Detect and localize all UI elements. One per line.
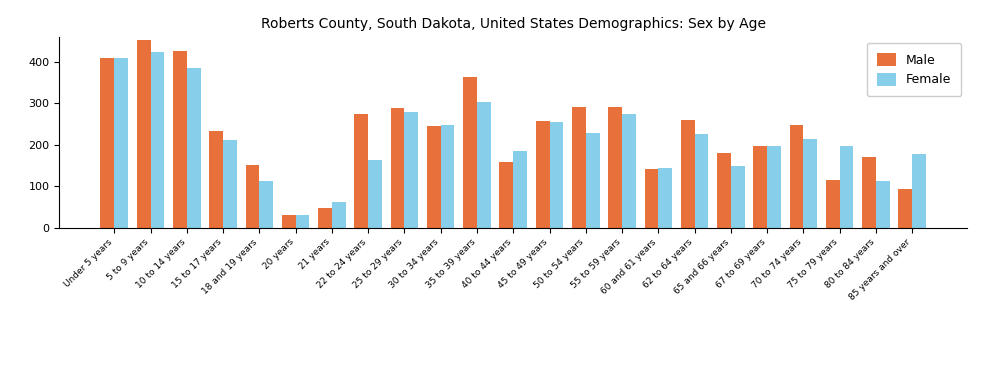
Bar — [462, 77, 476, 228]
Bar — [296, 215, 309, 228]
Bar — [875, 182, 888, 228]
Bar — [535, 121, 549, 228]
Bar — [476, 102, 490, 228]
Bar — [173, 51, 186, 228]
Bar — [404, 112, 418, 228]
Bar — [151, 52, 164, 228]
Bar — [282, 215, 296, 228]
Bar — [186, 68, 200, 228]
Bar — [223, 141, 237, 228]
Bar — [789, 126, 803, 228]
Bar — [680, 120, 694, 228]
Bar — [897, 189, 911, 228]
Bar — [390, 108, 404, 228]
Bar — [259, 181, 273, 228]
Bar — [246, 165, 259, 228]
Bar — [137, 40, 151, 228]
Bar — [803, 139, 816, 228]
Bar — [317, 208, 331, 228]
Bar — [499, 162, 513, 228]
Bar — [549, 122, 563, 228]
Bar — [368, 160, 382, 228]
Bar — [644, 169, 658, 228]
Bar — [354, 114, 368, 228]
Bar — [101, 58, 114, 228]
Bar — [717, 153, 730, 228]
Bar — [585, 132, 599, 228]
Bar — [572, 107, 585, 228]
Legend: Male, Female: Male, Female — [866, 43, 960, 97]
Bar — [658, 168, 671, 228]
Bar — [766, 146, 780, 228]
Bar — [114, 58, 128, 228]
Bar — [607, 107, 621, 228]
Bar — [209, 131, 223, 228]
Bar — [513, 151, 527, 228]
Bar — [441, 126, 454, 228]
Bar — [730, 166, 743, 228]
Bar — [694, 134, 708, 228]
Bar — [331, 202, 345, 228]
Bar — [862, 157, 875, 228]
Bar — [621, 114, 635, 228]
Bar — [752, 146, 766, 228]
Bar — [911, 154, 925, 228]
Bar — [825, 180, 839, 228]
Bar — [427, 126, 441, 228]
Title: Roberts County, South Dakota, United States Demographics: Sex by Age: Roberts County, South Dakota, United Sta… — [260, 17, 765, 31]
Bar — [839, 146, 853, 228]
